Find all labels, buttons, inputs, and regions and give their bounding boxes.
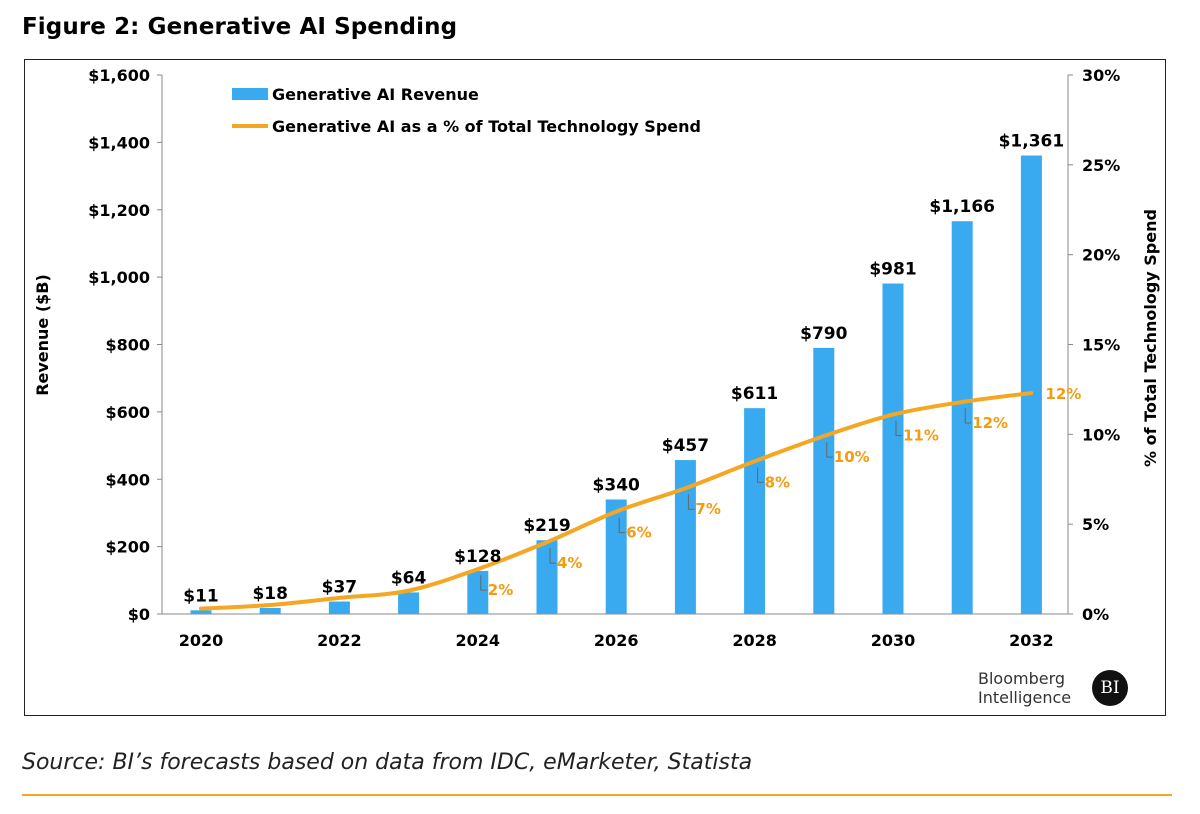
pct-label: 11% <box>903 427 939 445</box>
bi-badge-icon: BI <box>1092 670 1128 706</box>
x-tick-label: 2026 <box>594 631 639 650</box>
bloomberg-intelligence-logo: Bloomberg Intelligence <box>978 669 1071 707</box>
revenue-bar <box>674 460 696 614</box>
pct-label-leader <box>826 442 833 458</box>
line-group <box>199 391 1034 611</box>
y-tick-label: $1,200 <box>88 201 150 220</box>
x-tick-label: 2024 <box>456 631 501 650</box>
y-axis-title: Revenue ($B) <box>33 274 52 396</box>
y-tick-label: $800 <box>105 336 150 355</box>
revenue-bar <box>328 601 350 614</box>
labels-group: $11 $18 $37 $64 $128 $219 $340 $457 $611 $790 $981… <box>183 132 1081 607</box>
y-tick-label: $200 <box>105 538 150 557</box>
pct-label: 10% <box>834 448 870 466</box>
revenue-bar <box>259 607 281 614</box>
axis-ticks: $0 $200 $400 $600 $800 $1,000 $1,200 $1,400 $1,6… <box>88 66 1120 650</box>
revenue-bar-label: $1,166 <box>929 197 995 217</box>
pct-label-leader <box>480 575 487 591</box>
revenue-bar <box>813 347 835 614</box>
revenue-bar-label: $18 <box>252 584 288 604</box>
figure-title: Figure 2: Generative AI Spending <box>22 14 458 40</box>
revenue-bar <box>536 540 558 614</box>
pct-label: 7% <box>695 500 720 518</box>
revenue-bar <box>467 570 489 614</box>
revenue-bar-label: $128 <box>454 547 501 567</box>
revenue-bar-label: $981 <box>869 260 916 280</box>
x-tick-label: 2032 <box>1009 631 1054 650</box>
revenue-bar-label: $64 <box>391 568 427 588</box>
y2-tick-label: 5% <box>1082 515 1109 534</box>
pct-label-leader <box>757 467 764 483</box>
source-note: Source: BI’s forecasts based on data fro… <box>22 750 753 775</box>
pct-label-leader <box>964 407 972 424</box>
revenue-bar-label: $37 <box>322 578 358 598</box>
revenue-bar-label: $790 <box>800 324 847 344</box>
pct-label: 6% <box>626 524 651 542</box>
revenue-bar-label: $219 <box>523 516 570 536</box>
pct-label-leader <box>895 420 902 437</box>
legend: Generative AI Revenue Generative AI as a… <box>232 85 701 136</box>
revenue-bar <box>951 221 973 615</box>
y-tick-label: $1,000 <box>88 268 150 287</box>
revenue-bar <box>398 592 420 614</box>
chart-frame <box>24 59 1166 716</box>
x-tick-label: 2028 <box>732 631 777 650</box>
y-tick-label: $0 <box>128 605 150 624</box>
x-tick-label: 2022 <box>317 631 362 650</box>
legend-bar-label: Generative AI Revenue <box>272 85 479 104</box>
pct-label: 2% <box>488 581 513 599</box>
bars-group <box>190 155 1042 615</box>
y2-tick-label: 25% <box>1082 156 1120 175</box>
pct-label-leader <box>618 517 626 534</box>
y-tick-label: $1,600 <box>88 66 150 85</box>
revenue-bar <box>882 283 904 614</box>
pct-label: 12% <box>972 414 1008 432</box>
y2-tick-label: 10% <box>1082 425 1120 444</box>
revenue-bar-label: $611 <box>731 384 778 404</box>
brand-line-2: Intelligence <box>978 688 1072 707</box>
pct-label-leader <box>549 548 556 564</box>
x-tick-label: 2030 <box>871 631 916 650</box>
y-tick-label: $400 <box>105 470 150 489</box>
revenue-bar <box>744 408 766 614</box>
y-tick-label: $1,400 <box>88 133 150 152</box>
brand-line-1: Bloomberg <box>978 669 1066 688</box>
revenue-bar-label: $11 <box>183 586 219 606</box>
revenue-bar <box>605 499 627 614</box>
pct-label: 4% <box>557 554 582 572</box>
revenue-bar-label: $1,361 <box>999 132 1065 152</box>
y2-tick-label: 0% <box>1082 605 1109 624</box>
y2-tick-label: 30% <box>1082 66 1120 85</box>
revenue-bar <box>190 610 212 614</box>
pct-spend-line <box>199 391 1034 611</box>
legend-line-label: Generative AI as a % of Total Technology… <box>272 117 701 136</box>
x-tick-label: 2020 <box>179 631 224 650</box>
revenue-bar <box>1020 155 1042 614</box>
pct-label-leader <box>687 494 695 510</box>
y2-axis-title: % of Total Technology Spend <box>1141 209 1160 467</box>
y2-tick-label: 15% <box>1082 336 1120 355</box>
pct-label: 8% <box>765 473 790 491</box>
y-tick-label: $600 <box>105 403 150 422</box>
pct-label: 12% <box>1045 385 1081 403</box>
y2-tick-label: 20% <box>1082 246 1120 265</box>
bottom-rule <box>22 794 1172 796</box>
revenue-bar-label: $340 <box>593 475 640 495</box>
legend-bar-swatch <box>232 88 268 100</box>
revenue-bar-label: $457 <box>662 436 709 456</box>
